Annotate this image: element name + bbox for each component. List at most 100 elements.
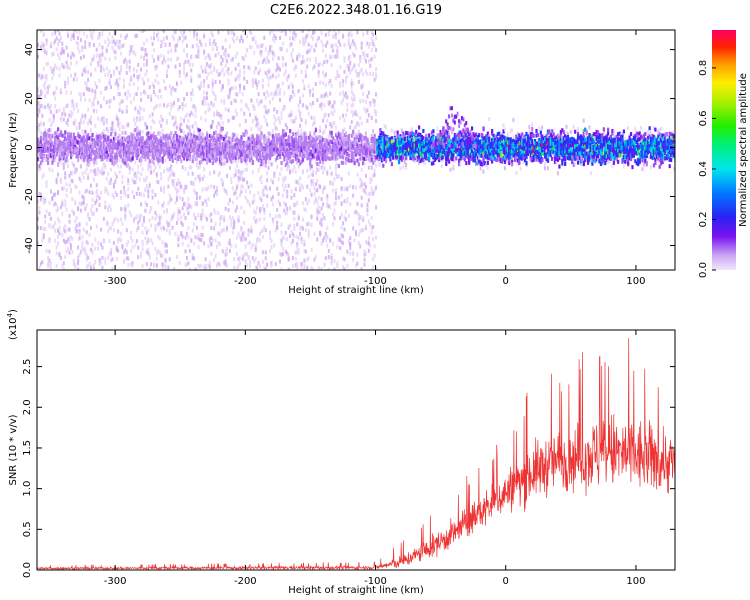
spectrogram-cell <box>48 145 51 150</box>
spectrogram-cell <box>323 216 326 221</box>
spectrogram-cell <box>105 188 108 193</box>
spectrogram-cell <box>85 240 88 245</box>
spectrogram-cell <box>233 144 236 149</box>
spectrogram-cell <box>134 92 137 97</box>
spectrogram-cell <box>254 138 257 143</box>
spectrogram-cell <box>128 157 131 162</box>
spectrogram-cell <box>294 134 298 139</box>
spectrogram-cell <box>94 93 97 98</box>
spectrogram-cell <box>135 214 138 219</box>
spectrogram-cell <box>120 217 123 222</box>
spectrogram-cell <box>333 146 336 151</box>
spectrogram-cell <box>310 140 313 145</box>
spectrogram-cell <box>307 256 310 261</box>
spectrogram-cell <box>130 148 133 153</box>
spectrogram-cell <box>201 208 204 213</box>
spectrogram-cell <box>141 140 144 145</box>
spectrogram-cell <box>168 198 171 203</box>
spectrogram-cell <box>287 253 290 258</box>
spectrogram-cell <box>218 138 222 143</box>
spectrogram-cell <box>42 172 45 177</box>
spectrogram-cell <box>112 182 115 187</box>
spectrogram-cell <box>247 147 250 152</box>
spectrogram-cell <box>284 175 287 180</box>
spectrogram-cell <box>208 149 212 154</box>
spectrogram-cell <box>284 183 287 188</box>
spectrogram-cell <box>238 148 242 153</box>
spectrogram-cell <box>303 137 306 142</box>
spectrogram-cell <box>310 143 313 148</box>
spectrogram-cell <box>160 114 163 119</box>
spectrogram-cell <box>41 151 44 156</box>
spectrogram-cell <box>211 42 214 47</box>
spectrogram-cell <box>319 220 322 225</box>
spectrogram-cell <box>258 231 261 236</box>
spectrogram-cell <box>276 67 279 72</box>
spectrogram-cell <box>153 135 156 140</box>
spectrogram-cell <box>206 160 209 165</box>
spectrogram-cell <box>324 238 327 243</box>
spectrogram-cell <box>184 185 187 190</box>
spectrogram-cell <box>208 106 211 111</box>
spectrogram-cell <box>280 24 282 28</box>
spectrogram-cell <box>200 136 203 141</box>
spectrogram-cell <box>294 116 297 121</box>
spectrogram-cell <box>84 247 87 252</box>
spectrogram-cell <box>204 267 207 270</box>
spectrogram-cell <box>204 186 207 191</box>
spectrogram-cell <box>279 155 282 160</box>
spectrogram-cell <box>54 155 57 160</box>
spectrogram-cell <box>230 86 233 91</box>
spectrogram-cell <box>163 103 166 108</box>
spectrogram-cell <box>333 149 336 154</box>
spectrogram-cell <box>37 54 39 59</box>
spectrogram-cell <box>263 216 266 221</box>
spectrogram-cell <box>269 142 272 147</box>
spectrogram-cell <box>224 249 227 254</box>
spectrogram-cell <box>150 170 153 175</box>
spectrogram-cell <box>195 42 198 47</box>
spectrogram-cell <box>279 91 282 96</box>
spectrogram-cell <box>301 157 305 162</box>
spectrogram-cell <box>135 145 139 150</box>
spectrogram-cell <box>42 226 45 231</box>
spectrogram-cell <box>127 203 130 208</box>
spectrogram-cell <box>218 242 221 247</box>
spectrogram-cell <box>281 136 285 141</box>
spectrogram-cell <box>37 148 40 153</box>
spectrogram-cell <box>81 154 84 159</box>
spectrogram-cell <box>141 167 144 172</box>
spectrogram-cell <box>79 143 83 148</box>
spectrogram-cell <box>64 134 67 139</box>
spectrogram-cell <box>180 152 183 157</box>
spectrogram-cell <box>130 139 133 144</box>
spectrogram-cell <box>263 265 266 270</box>
spectrogram-cell <box>193 222 196 227</box>
spectrogram-cell <box>77 207 80 212</box>
spectrogram-cell <box>286 141 289 146</box>
spectrogram-cell <box>155 179 158 184</box>
spectrogram-cell <box>233 257 236 262</box>
spectrogram-cell <box>118 133 121 138</box>
spectrogram-cell <box>291 58 294 63</box>
spectrogram-cell <box>78 201 81 206</box>
spectrogram-cell <box>111 155 114 160</box>
spectrogram-cell <box>178 36 181 41</box>
spectrogram-cell <box>266 136 269 141</box>
spectrogram-cell <box>122 185 125 190</box>
spectrogram-cell <box>218 113 221 118</box>
spectrogram-cell <box>214 253 217 258</box>
spectrogram-cell <box>147 145 150 150</box>
spectrogram-cell <box>322 70 325 75</box>
spectrogram-cell <box>266 178 269 183</box>
spectrogram-cell <box>91 242 94 247</box>
spectrogram-cell <box>188 62 191 67</box>
spectrogram-cell <box>68 134 71 139</box>
spectrogram-cell <box>87 212 90 217</box>
spectrogram-cell <box>115 174 118 179</box>
spectrogram-cell <box>300 145 303 150</box>
spectrogram-cell <box>206 141 209 146</box>
spectrogram-cell <box>77 153 80 158</box>
spectrogram-cell <box>203 152 206 157</box>
spectrogram-cell <box>121 136 124 141</box>
